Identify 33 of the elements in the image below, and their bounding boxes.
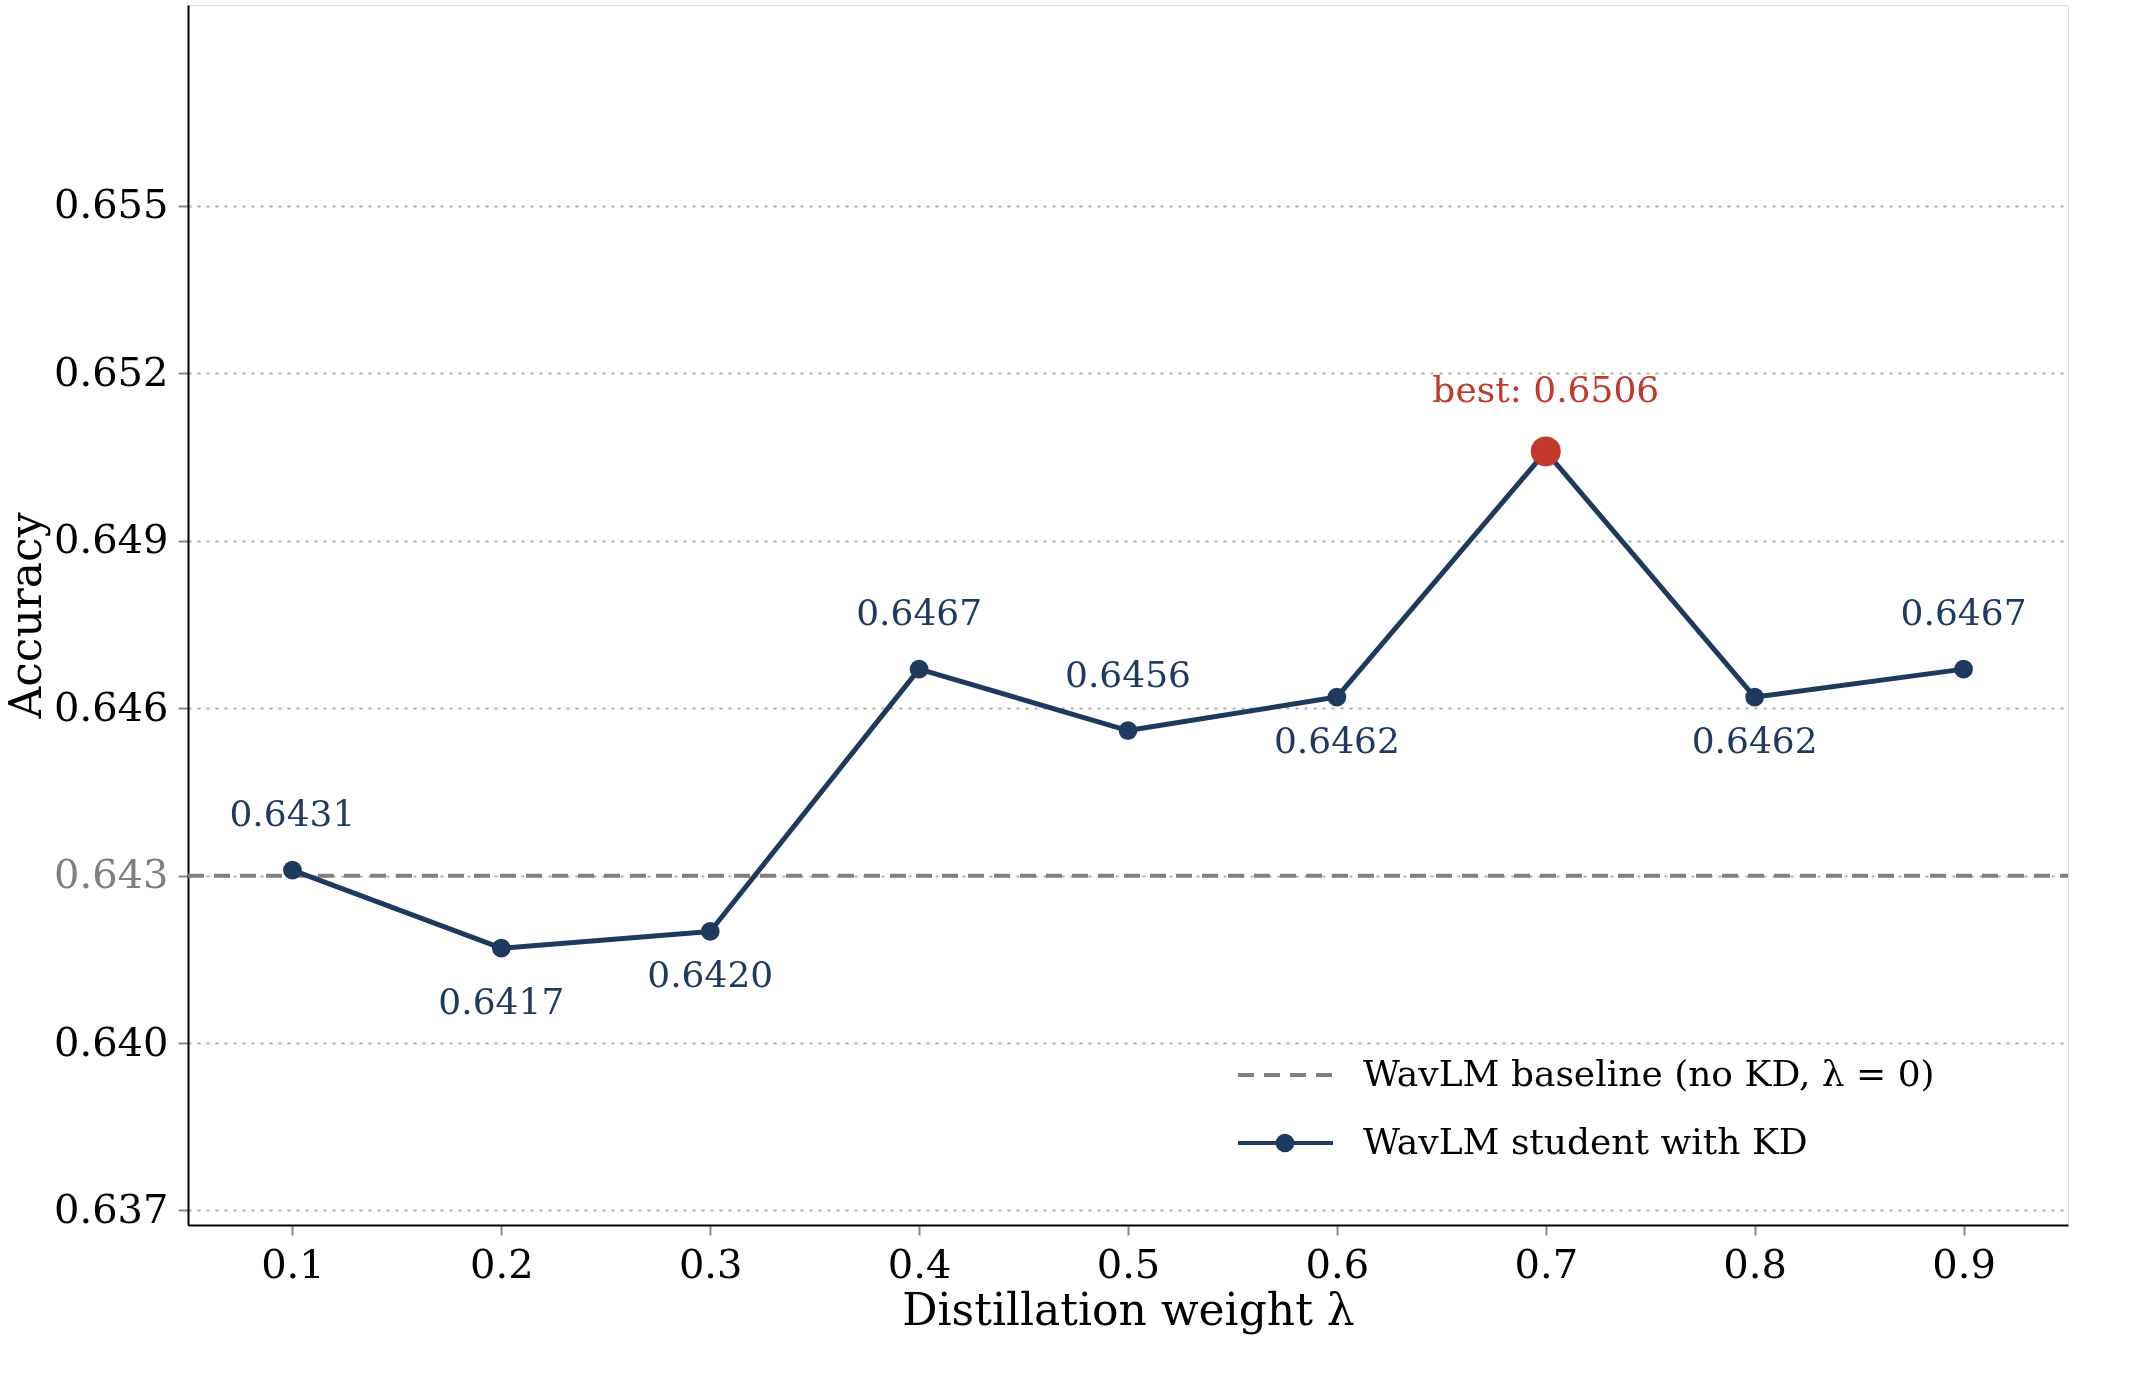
data-label: 0.6467 bbox=[1900, 592, 2027, 634]
data-label: 0.6462 bbox=[1273, 720, 1400, 762]
x-tick-label: 0.2 bbox=[470, 1240, 534, 1287]
x-tick-label: 0.7 bbox=[1514, 1240, 1579, 1287]
y-tick-label: 0.643 bbox=[53, 851, 169, 898]
x-tick-label: 0.9 bbox=[1932, 1240, 1996, 1287]
x-tick-label: 0.1 bbox=[261, 1240, 325, 1287]
legend-label: WavLM baseline (no KD, λ = 0) bbox=[1363, 1053, 1935, 1094]
data-label: 0.6417 bbox=[438, 981, 565, 1023]
y-tick-label: 0.637 bbox=[53, 1185, 169, 1232]
point bbox=[1118, 721, 1138, 740]
y-tick-label: 0.640 bbox=[53, 1018, 169, 1065]
y-tick-label: 0.652 bbox=[53, 348, 169, 395]
point bbox=[1954, 659, 1973, 679]
data-label: 0.6420 bbox=[647, 954, 774, 996]
y-tick-label: 0.655 bbox=[53, 181, 169, 228]
data-label: 0.6462 bbox=[1691, 720, 1818, 762]
point bbox=[283, 860, 302, 880]
point bbox=[1745, 687, 1765, 707]
data-label: 0.6467 bbox=[856, 592, 983, 634]
x-tick-label: 0.3 bbox=[678, 1240, 743, 1287]
y-axis-title: Accuracy bbox=[0, 512, 51, 720]
point bbox=[491, 938, 511, 958]
point bbox=[1327, 687, 1347, 707]
y-tick-label: 0.646 bbox=[53, 683, 169, 730]
annotation: best: 0.6506 bbox=[1432, 369, 1660, 411]
y-tick-label: 0.649 bbox=[53, 516, 169, 563]
point bbox=[700, 922, 720, 941]
x-tick-label: 0.8 bbox=[1723, 1240, 1787, 1287]
data-label: 0.6456 bbox=[1065, 653, 1191, 695]
legend-label: WavLM student with KD bbox=[1363, 1121, 1808, 1162]
data-label: 0.6431 bbox=[229, 793, 356, 835]
point bbox=[909, 659, 929, 679]
